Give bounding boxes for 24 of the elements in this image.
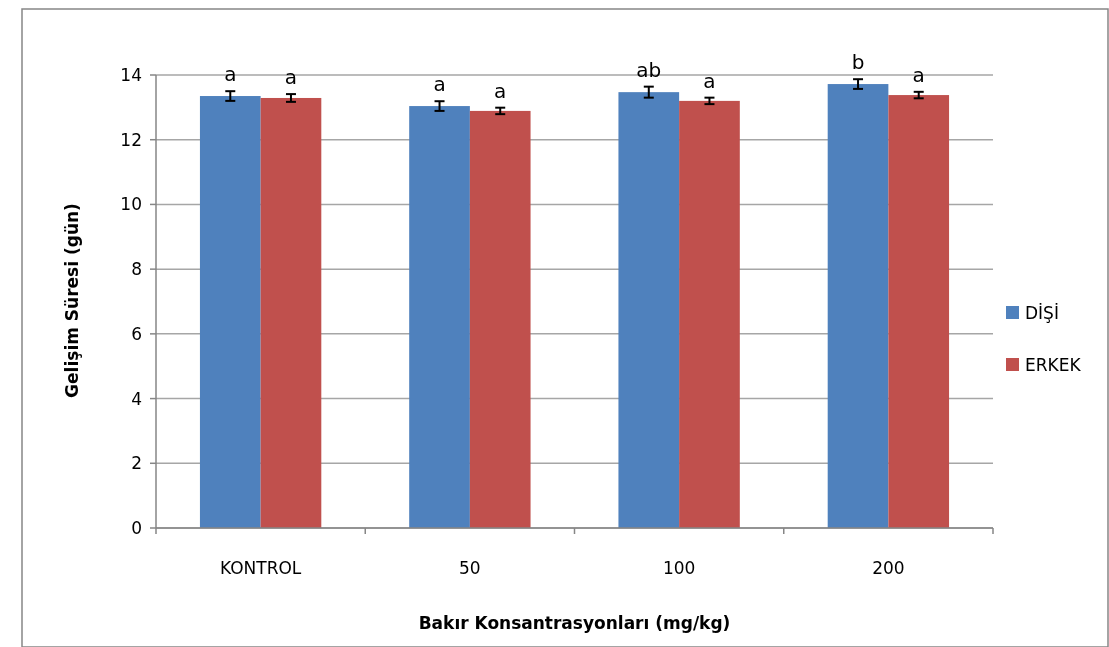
x-tick-label: 200 <box>872 558 905 578</box>
y-axis-title: Gelişim Süresi (gün) <box>62 203 82 398</box>
y-tick-label: 8 <box>131 259 142 280</box>
legend-label: ERKEK <box>1025 354 1082 375</box>
annotation: ab <box>636 57 662 82</box>
annotation: a <box>703 68 716 93</box>
x-tick-label: KONTROL <box>219 558 302 578</box>
text: b <box>851 50 865 75</box>
y-tick-label: 10 <box>120 194 142 215</box>
x-axis-title: Bakır Konsantrasyonları (mg/kg) <box>418 613 731 633</box>
y-tick-label: 4 <box>131 388 142 409</box>
legend-label: DİŞİ <box>1025 302 1059 323</box>
y-tick-label: 6 <box>131 323 142 344</box>
y-tick-label: 0 <box>131 517 142 538</box>
x-tick-label: 50 <box>459 558 481 578</box>
x-tick-label: 100 <box>662 558 696 578</box>
y-tick-label: 14 <box>120 64 142 85</box>
annotation: a <box>284 65 298 90</box>
y-tick-label: 2 <box>131 453 142 474</box>
y-tick-label: 12 <box>120 129 142 150</box>
annotation: a <box>494 78 507 103</box>
annotation: a <box>224 62 237 87</box>
annotation: a <box>912 62 925 87</box>
annotation: a <box>433 72 446 97</box>
